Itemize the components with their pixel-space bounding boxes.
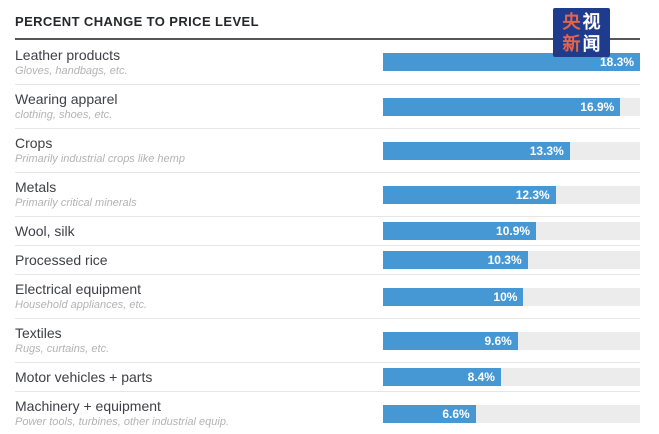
chart-header: PERCENT CHANGE TO PRICE LEVEL: [0, 0, 659, 40]
category-labels: Crops Primarily industrial crops like he…: [15, 135, 383, 166]
bar-value-label: 16.9%: [580, 99, 615, 114]
bar-track: 12.3%: [383, 185, 640, 204]
category-label: Processed rice: [15, 251, 108, 268]
category-label: Wearing apparel: [15, 91, 118, 107]
bar-value-label: 9.6%: [484, 333, 512, 348]
logo-char: 视: [582, 11, 601, 32]
bar-track: 9.6%: [383, 331, 640, 350]
bar-value-label: 8.4%: [467, 370, 495, 384]
category-label: Crops: [15, 135, 53, 151]
bar: 12.3%: [383, 185, 556, 204]
category-label: Metals: [15, 179, 57, 195]
bar-value-label: 10%: [493, 289, 518, 304]
bar: 13.3%: [383, 141, 570, 160]
bar: 10.3%: [383, 251, 528, 269]
category-labels: Wool, silk: [15, 223, 383, 240]
chart-row: Electrical equipment Household appliance…: [15, 274, 640, 318]
category-label: Motor vehicles + parts: [15, 368, 153, 385]
category-label: Electrical equipment: [15, 281, 142, 297]
category-sublabel: clothing, shoes, etc.: [15, 109, 113, 121]
category-sublabel: Rugs, curtains, etc.: [15, 343, 110, 355]
bar: 8.4%: [383, 368, 501, 386]
bar-track: 10.3%: [383, 251, 640, 269]
bar-value-label: 13.3%: [529, 143, 564, 158]
bar-track: 8.4%: [383, 368, 640, 386]
chart-row: Processed rice 10.3%: [15, 245, 640, 274]
category-label: Leather products: [15, 46, 121, 63]
logo-char: 央: [562, 11, 581, 32]
category-labels: Leather products Gloves, handbags, etc.: [15, 47, 383, 78]
category-sublabel: Household appliances, etc.: [15, 299, 148, 311]
chart-row: Leather products Gloves, handbags, etc. …: [15, 40, 640, 84]
category-label: Machinery + equipment: [15, 398, 161, 414]
category-sublabel: Gloves, handbags, etc.: [15, 64, 128, 77]
bar-value-label: 12.3%: [515, 187, 550, 202]
bar-track: 6.6%: [383, 404, 640, 423]
bar: 10%: [383, 287, 524, 306]
bar-value-label: 18.3%: [599, 55, 634, 69]
category-labels: Motor vehicles + parts: [15, 369, 383, 386]
logo-char: 新: [562, 33, 581, 54]
chart-row: Machinery + equipment Power tools, turbi…: [15, 391, 640, 434]
category-labels: Machinery + equipment Power tools, turbi…: [15, 398, 383, 429]
category-sublabel: Power tools, turbines, other industrial …: [15, 416, 230, 428]
category-labels: Textiles Rugs, curtains, etc.: [15, 325, 383, 356]
chart-row: Motor vehicles + parts 8.4%: [15, 362, 640, 391]
bar-chart: Leather products Gloves, handbags, etc. …: [0, 40, 659, 434]
page-title: PERCENT CHANGE TO PRICE LEVEL: [15, 14, 259, 29]
bar-value-label: 10.3%: [487, 253, 522, 267]
chart-row: Wearing apparel clothing, shoes, etc. 16…: [15, 84, 640, 128]
bar-track: 10.9%: [383, 222, 640, 240]
category-label: Textiles: [15, 325, 62, 341]
category-labels: Wearing apparel clothing, shoes, etc.: [15, 91, 383, 122]
cctv-news-logo: 央 视 新 闻: [553, 8, 610, 57]
category-sublabel: Primarily critical minerals: [15, 197, 137, 209]
bar: 9.6%: [383, 331, 518, 350]
bar-track: 18.3%: [383, 53, 640, 71]
chart-row: Metals Primarily critical minerals 12.3%: [15, 172, 640, 216]
bar-track: 13.3%: [383, 141, 640, 160]
logo-char: 闻: [582, 33, 601, 54]
chart-row: Crops Primarily industrial crops like he…: [15, 128, 640, 172]
bar: 10.9%: [383, 222, 537, 240]
bar: 16.9%: [383, 97, 621, 116]
bar-track: 10%: [383, 287, 640, 306]
category-labels: Processed rice: [15, 252, 383, 269]
chart-row: Wool, silk 10.9%: [15, 216, 640, 245]
category-sublabel: Primarily industrial crops like hemp: [15, 153, 185, 165]
category-label: Wool, silk: [15, 222, 75, 239]
bar: 6.6%: [383, 404, 476, 423]
bar: 18.3%: [383, 53, 640, 71]
bar-value-label: 10.9%: [496, 224, 531, 238]
chart-row: Textiles Rugs, curtains, etc. 9.6%: [15, 318, 640, 362]
title-divider: [15, 38, 640, 40]
category-labels: Electrical equipment Household appliance…: [15, 281, 383, 312]
bar-value-label: 6.6%: [442, 406, 470, 421]
bar-track: 16.9%: [383, 97, 640, 116]
category-labels: Metals Primarily critical minerals: [15, 179, 383, 210]
